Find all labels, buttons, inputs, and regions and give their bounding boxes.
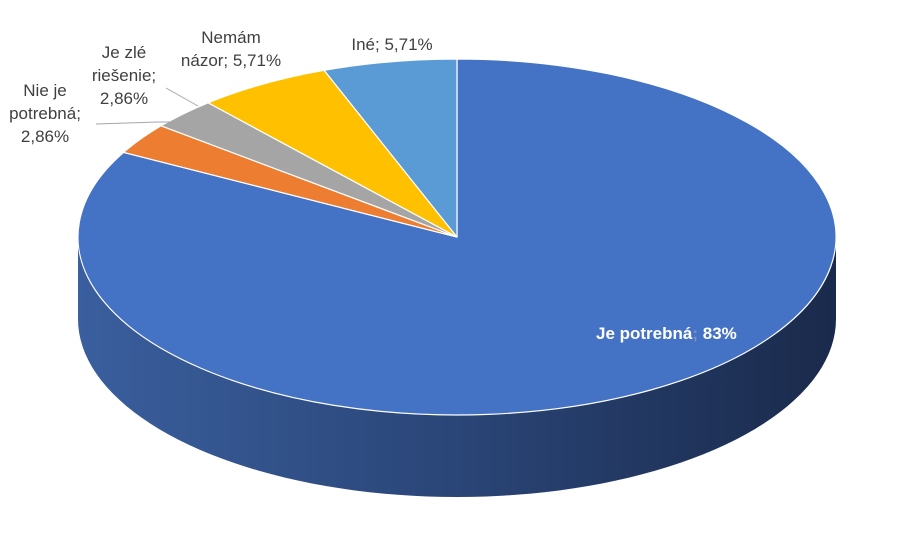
data-label-1: Je potrebná; 83% (596, 324, 737, 343)
data-label-3: Je zlé riešenie; 2,86% (92, 43, 156, 108)
pie-top-layer (77, 58, 837, 416)
pie-side-wall (78, 237, 836, 497)
pie-slice-5 (323, 58, 458, 238)
leader-line-3 (165, 87, 199, 107)
leader-line-2 (95, 121, 170, 125)
data-label-4: Nemám názor; 5,71% (181, 28, 281, 70)
data-label-2: Nie je potrebná; 2,86% (9, 81, 81, 146)
data-labels: Je potrebná; 83% Nie je potrebná; 2,86%Je z… (9, 28, 737, 343)
pie-side-layer (78, 237, 836, 497)
data-label-5: Iné; 5,71% (351, 35, 432, 54)
pie-slice-4 (207, 69, 458, 238)
leader-lines (95, 87, 199, 125)
